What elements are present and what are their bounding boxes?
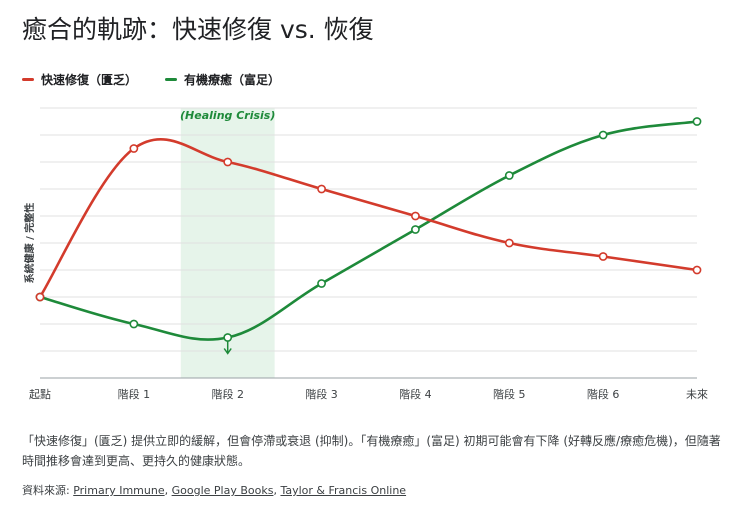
legend-item-organic[interactable]: 有機療癒（富足）	[165, 71, 280, 88]
chart-caption: 「快速修復」(匱乏) 提供立即的緩解，但會停滯或衰退 (抑制)。「有機療癒」(富…	[22, 434, 721, 468]
x-tick-label: 起點	[29, 388, 51, 401]
series-line-organic	[38, 120, 699, 341]
sources-label: 資料來源:	[22, 484, 70, 497]
data-point-organic	[129, 319, 139, 329]
data-point-quick-fix	[317, 184, 326, 194]
data-point-organic	[223, 333, 233, 342]
legend-swatch-red	[22, 78, 34, 81]
x-tick-label: 階段 4	[399, 387, 432, 401]
data-point-quick-fix	[35, 292, 45, 302]
legend-label-organic: 有機療癒（富足）	[184, 73, 281, 87]
page-title: 癒合的軌跡：快速修復 vs. 恢復	[22, 15, 374, 44]
y-axis-label: 系統健康 / 完整性	[23, 203, 36, 284]
chart-legend: 快速修復（匱乏） 有機療癒（富足）	[22, 71, 280, 88]
data-point-quick-fix	[692, 265, 702, 275]
data-point-quick-fix	[223, 157, 233, 167]
x-tick-label: 階段 3	[305, 387, 338, 401]
legend-item-quick-fix[interactable]: 快速修復（匱乏）	[22, 71, 137, 88]
data-point-quick-fix	[129, 144, 139, 153]
x-tick-label: 未來	[686, 388, 708, 401]
data-point-organic	[317, 279, 326, 288]
data-point-quick-fix	[411, 211, 420, 221]
x-tick-label: 階段 1	[118, 387, 151, 401]
healing-crisis-arrow-head	[223, 348, 232, 355]
data-point-organic	[692, 117, 702, 126]
data-point-quick-fix	[598, 252, 608, 261]
data-point-quick-fix	[504, 238, 514, 248]
series-line-quick-fix	[38, 137, 699, 299]
x-tick-label: 階段 6	[587, 387, 620, 401]
source-link-taylor-francis[interactable]: Taylor & Francis Online	[280, 484, 407, 497]
source-link-google-play-books[interactable]: Google Play Books	[171, 484, 274, 497]
data-point-organic	[504, 171, 514, 180]
legend-label-quick-fix: 快速修復（匱乏）	[41, 73, 138, 87]
x-tick-label: 階段 2	[211, 387, 244, 401]
annotation-label: (Healing Crisis)	[180, 109, 275, 122]
data-point-organic	[598, 130, 608, 140]
source-link-primary-immune[interactable]: Primary Immune	[73, 484, 165, 497]
sources-line: 資料來源: Primary Immune, Google Play Books,…	[22, 484, 407, 497]
data-point-organic	[411, 225, 420, 234]
x-tick-label: 階段 5	[493, 387, 526, 401]
legend-swatch-green	[165, 78, 178, 81]
